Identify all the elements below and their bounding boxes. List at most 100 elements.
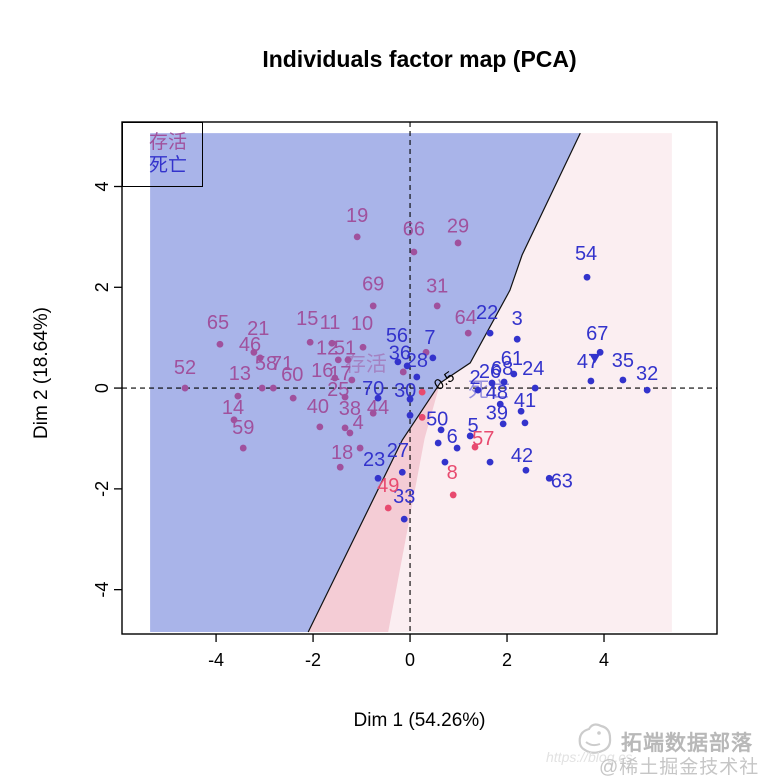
point-label-32: 32 xyxy=(636,363,658,385)
data-point-15 xyxy=(306,338,314,346)
point-label-15: 15 xyxy=(296,308,318,330)
data-point-29 xyxy=(454,239,462,247)
annotation-死亡: 死亡 xyxy=(468,379,510,402)
data-point xyxy=(486,458,494,466)
data-point-70 xyxy=(374,394,382,402)
data-point-17 xyxy=(348,376,356,384)
data-point-27 xyxy=(398,468,406,476)
data-point-59 xyxy=(239,444,247,452)
point-label-38: 38 xyxy=(339,398,361,420)
data-point-6 xyxy=(453,444,461,452)
data-point-69 xyxy=(369,302,377,310)
plot-box xyxy=(121,121,718,635)
point-label-71: 71 xyxy=(271,353,293,375)
data-point-19 xyxy=(353,233,361,241)
data-point-39 xyxy=(499,420,507,428)
data-point-30 xyxy=(406,395,414,403)
point-label-6: 6 xyxy=(447,426,458,448)
watermark-brand: 拓端数据部落 xyxy=(621,732,753,755)
point-label-59: 59 xyxy=(232,417,254,439)
point-label-48: 48 xyxy=(486,382,508,404)
data-point-51 xyxy=(344,356,352,364)
point-label-13: 13 xyxy=(229,363,251,385)
data-point-56 xyxy=(394,358,402,366)
annotation-存活: 存活 xyxy=(345,353,387,376)
data-point-58 xyxy=(258,384,266,392)
point-label-28: 28 xyxy=(406,350,428,372)
point-label-30: 30 xyxy=(394,380,416,402)
y-axis-label: Dim 2 (18.64%) xyxy=(31,307,52,439)
x-tick-label: 0 xyxy=(405,650,415,670)
point-label-51: 51 xyxy=(334,337,356,359)
point-label-24: 24 xyxy=(522,358,544,380)
point-label-58: 58 xyxy=(255,353,277,375)
point-label-66: 66 xyxy=(403,218,425,240)
data-point xyxy=(336,463,344,471)
data-point xyxy=(422,348,430,356)
data-point-25 xyxy=(341,393,349,401)
data-point-50 xyxy=(437,426,445,434)
point-label-10: 10 xyxy=(351,313,373,335)
data-point-60 xyxy=(289,394,297,402)
data-point-7 xyxy=(429,354,437,362)
data-point-46 xyxy=(256,354,264,362)
point-label-52: 52 xyxy=(174,357,196,379)
point-label-70: 70 xyxy=(362,378,384,400)
x-tick-label: 4 xyxy=(599,650,609,670)
point-label-50: 50 xyxy=(426,408,448,430)
point-label-27: 27 xyxy=(387,440,409,462)
point-label-46: 46 xyxy=(239,334,261,356)
data-point-47 xyxy=(587,377,595,385)
data-point-68 xyxy=(500,378,508,386)
point-label-67: 67 xyxy=(586,323,608,345)
data-point-18 xyxy=(356,444,364,452)
x-tick-label: -4 xyxy=(208,650,224,670)
point-label-42: 42 xyxy=(511,445,533,467)
point-label-44: 44 xyxy=(367,397,389,419)
point-label-56: 56 xyxy=(386,325,408,347)
y-tick-label: 0 xyxy=(92,383,112,393)
point-label-3: 3 xyxy=(512,308,523,330)
point-label-25: 25 xyxy=(327,379,349,401)
point-label-31: 31 xyxy=(426,275,448,297)
data-point xyxy=(521,419,529,427)
point-label-11: 11 xyxy=(320,312,341,334)
data-point xyxy=(418,413,426,421)
x-tick-label: -2 xyxy=(305,650,321,670)
data-point xyxy=(441,458,449,466)
point-label-4: 4 xyxy=(353,412,364,434)
point-label-49: 49 xyxy=(377,475,399,497)
decision-boundary xyxy=(307,132,581,633)
x-tick-label: 2 xyxy=(502,650,512,670)
watermark-url: https://blog.cs xyxy=(546,749,633,765)
data-point-65 xyxy=(216,340,224,348)
page-title: Individuals factor map (PCA) xyxy=(262,46,577,72)
point-label-41: 41 xyxy=(514,390,536,412)
data-point-57 xyxy=(471,443,479,451)
point-label-64: 64 xyxy=(455,307,477,329)
watermark-handle: @稀土掘金技术社区 xyxy=(599,757,760,777)
data-point-24 xyxy=(531,384,539,392)
data-point-12 xyxy=(334,356,342,364)
y-tick-label: 4 xyxy=(92,181,112,191)
point-label-12: 12 xyxy=(316,337,338,359)
data-point-38 xyxy=(341,424,349,432)
data-point-2 xyxy=(474,386,482,394)
watermark-logo-icon xyxy=(578,723,612,754)
y-tick-label: -4 xyxy=(92,582,112,598)
data-point-54 xyxy=(583,273,591,281)
data-point xyxy=(406,411,414,419)
point-label-18: 18 xyxy=(331,442,353,464)
point-label-5: 5 xyxy=(468,415,479,437)
y-tick-label: 2 xyxy=(92,282,112,292)
data-point-32 xyxy=(643,386,651,394)
region-uncertain-band-dark-pink xyxy=(308,383,441,632)
point-label-61: 61 xyxy=(501,348,523,370)
data-point-31 xyxy=(433,302,441,310)
point-label-19: 19 xyxy=(346,205,368,227)
data-point-35 xyxy=(619,376,627,384)
data-point-52 xyxy=(181,384,189,392)
point-label-40: 40 xyxy=(307,396,329,418)
data-point-3 xyxy=(513,335,521,343)
